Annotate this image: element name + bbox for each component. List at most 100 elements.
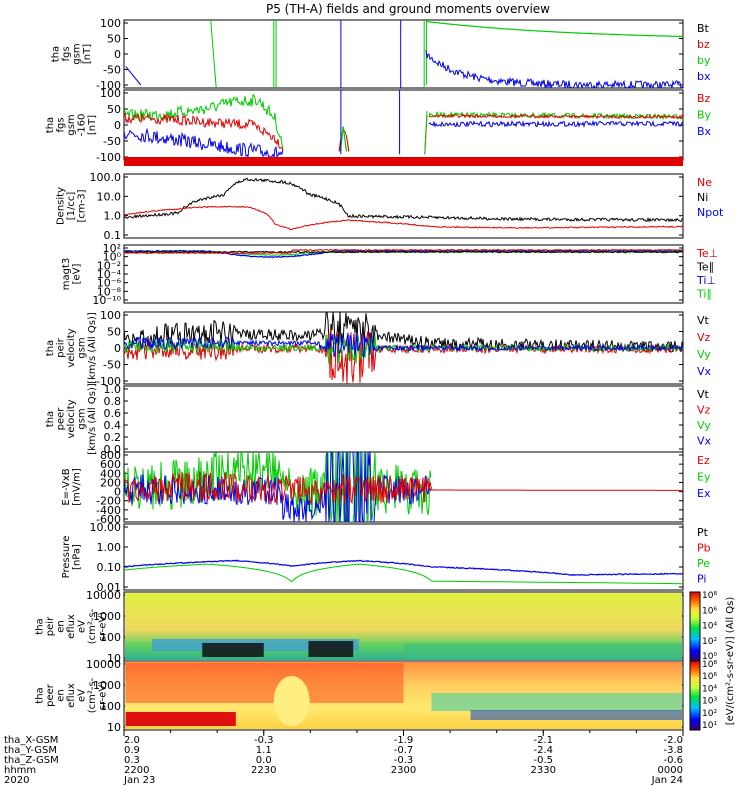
y-axis-label: [mV/m] [71,468,82,506]
y-tick-label: -100 [96,375,121,388]
series-bx [428,119,683,129]
y-axis-label: [nT] [87,115,98,135]
legend-vz: Vz [697,404,711,417]
y-tick-label: 0.2 [104,431,122,444]
series-by [273,20,277,88]
y-axis-label: Density [56,187,67,225]
legend-bt: Bt [697,22,710,35]
legend-vx: Vx [697,435,712,448]
y-tick-label: 0.0 [104,443,122,456]
y-axis-label: sr-eV) [98,612,109,641]
spec-gap [273,676,310,726]
y-axis-label: en [56,689,67,702]
spec-hot [125,663,404,703]
y-tick-label: 800 [100,449,121,462]
x-row-label: tha_Z-GSM [4,755,59,766]
y-tick-label: -100 [96,151,121,164]
y-axis-label: tha [35,618,46,634]
y-axis-label: fgs [61,46,72,61]
plot-title: P5 (TH-A) fields and ground moments over… [266,2,550,16]
y-tick-label: 400 [100,467,121,480]
y-axis-label: peer [56,407,67,431]
y-tick-label: -400 [96,504,121,517]
y-axis-label: [cm-3] [77,189,88,222]
legend-ti∥: Ti∥ [696,288,712,301]
x-tick-y: 1.1 [256,745,272,756]
x-tick-x: -1.9 [394,735,414,746]
y-tick-label: -100 [96,79,121,92]
panel-frame [123,19,684,89]
y-axis-label: eV [77,689,88,702]
x-tick-y: -0.7 [394,745,414,756]
y-axis-label: eV [77,620,88,633]
y-tick-label: 10000 [86,589,121,602]
spec-band [470,710,682,720]
y-axis-label: gsm [77,408,88,429]
panel-frame [123,173,684,239]
series-by [425,20,683,38]
x-tick-z: 0.0 [256,755,272,766]
y-axis-label: velocity [66,328,77,367]
y-axis-label: [km/s (All Qs)] [87,312,98,384]
y-axis-label: [km/s (All Qs)] [87,383,98,455]
y-tick-label: 200 [100,476,121,489]
x-tick-z: -0.6 [663,755,683,766]
colorbar-label: [eV/(cm²-s-sr-eV)] (All Qs) [725,597,736,726]
y-tick-label: 0.4 [104,419,122,432]
y-tick-label: -600 [96,513,121,526]
spec-dark [308,641,354,657]
y-tick-label: 100 [100,17,121,30]
y-axis-label: [nPa] [71,544,82,570]
y-tick-label: 0 [114,486,121,499]
y-tick-label: 10⁻¹⁰ [92,294,121,307]
colorbar [689,660,701,731]
y-axis-label: [eV] [71,264,82,285]
series-bx [125,66,142,86]
legend-ti⊥: Ti⊥ [696,274,716,287]
y-tick-label: -200 [96,495,121,508]
y-axis-label: gsm [71,43,82,64]
y-axis-label: fgs [56,117,67,132]
y-tick-label: 10² [103,242,121,255]
y-axis-label: sr-eV) [98,681,109,710]
x-tick-x: 2.0 [124,735,140,746]
y-tick-label: 50 [107,326,121,339]
y-axis-label: tha [45,411,56,427]
y-axis-label: peir [45,616,56,636]
panel-frame [123,244,684,304]
y-tick-label: 0.8 [104,395,122,408]
legend-by: By [697,109,712,122]
y-tick-label: 1.00 [97,541,122,554]
x-row-label: tha_X-GSM [4,735,58,746]
legend-vx: Vx [697,365,712,378]
y-tick-label: 1000 [93,610,121,623]
x-tick-date: Jan 23 [123,775,155,786]
colorbar-tick: 10³ [702,697,717,707]
colorbar-tick: 10⁴ [702,622,717,632]
series-pe [124,563,683,585]
y-axis-label: tha [45,117,56,133]
y-axis-label: -160 [77,114,88,137]
colorbar-tick: 10⁰ [702,652,717,662]
colorbar [689,591,701,662]
y-tick-label: 100 [100,631,121,644]
red-bar [124,157,683,163]
y-axis-label: tha [50,46,61,62]
y-axis-label: tha [45,340,56,356]
y-axis-label: eflux [66,683,77,708]
legend-pt: Pt [697,526,709,539]
panel-vel2: 1.00.80.60.40.20.0 tha peer velocity gsm [km/… [45,383,712,456]
x-tick-z: -0.3 [394,755,414,766]
x-tick-x: -2.1 [533,735,553,746]
colorbar-tick: 10¹ [702,721,717,731]
legend-ex: Ex [697,487,711,500]
y-tick-label: 10.0 [97,190,122,203]
panel-spec2: 10000 1000 100 10 tha peer en eflux eV (cm²-s-sr-… [35,658,684,734]
legend-ne: Ne [697,176,712,189]
y-axis-label: [nT] [82,44,93,64]
legend-te⊥: Te⊥ [696,247,718,260]
colorbar-tick: 10² [702,709,717,719]
y-tick-label: 0.10 [97,561,122,574]
